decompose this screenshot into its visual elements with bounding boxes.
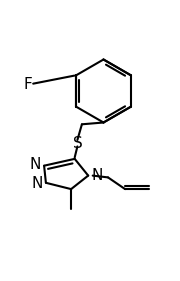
Text: N: N <box>91 168 103 183</box>
Text: F: F <box>24 77 32 92</box>
Text: N: N <box>31 176 43 191</box>
Text: S: S <box>73 136 82 151</box>
Text: N: N <box>29 157 41 172</box>
